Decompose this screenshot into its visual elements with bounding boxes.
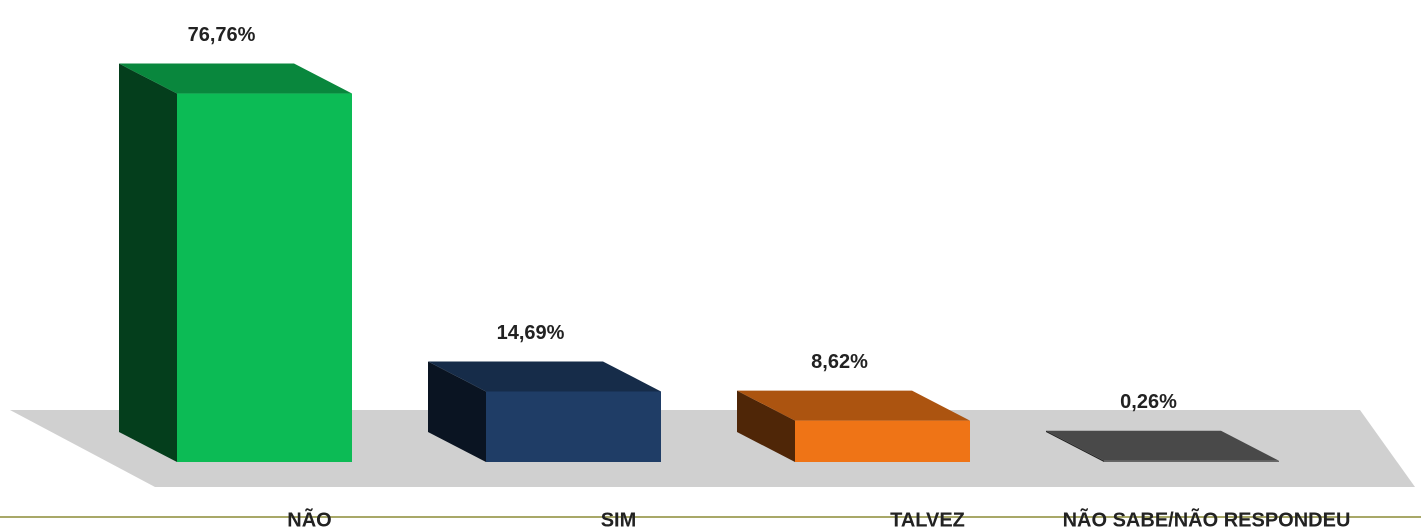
bar: [486, 391, 661, 462]
bar-top: [428, 361, 661, 392]
floor: [10, 410, 1415, 487]
bar-side: [428, 361, 486, 462]
value-label: 76,76%: [188, 24, 256, 46]
bar: [1104, 460, 1279, 462]
x-tick-label: NÃO: [287, 508, 331, 531]
bar: [177, 93, 352, 462]
bar-side: [119, 63, 177, 462]
bar-top: [119, 63, 352, 94]
x-tick-label: SIM: [601, 509, 637, 531]
bar: [795, 420, 970, 462]
value-label: 8,62%: [811, 351, 868, 373]
bar-side: [1046, 430, 1104, 462]
x-tick-label: TALVEZ: [890, 509, 965, 531]
bar-top: [737, 390, 970, 421]
value-label: 0,26%: [1120, 391, 1177, 413]
bar-top: [1046, 430, 1279, 461]
bar-side: [737, 390, 795, 462]
x-tick-label: NÃO SABE/NÃO RESPONDEU: [1063, 508, 1351, 531]
value-label: 14,69%: [497, 322, 565, 344]
